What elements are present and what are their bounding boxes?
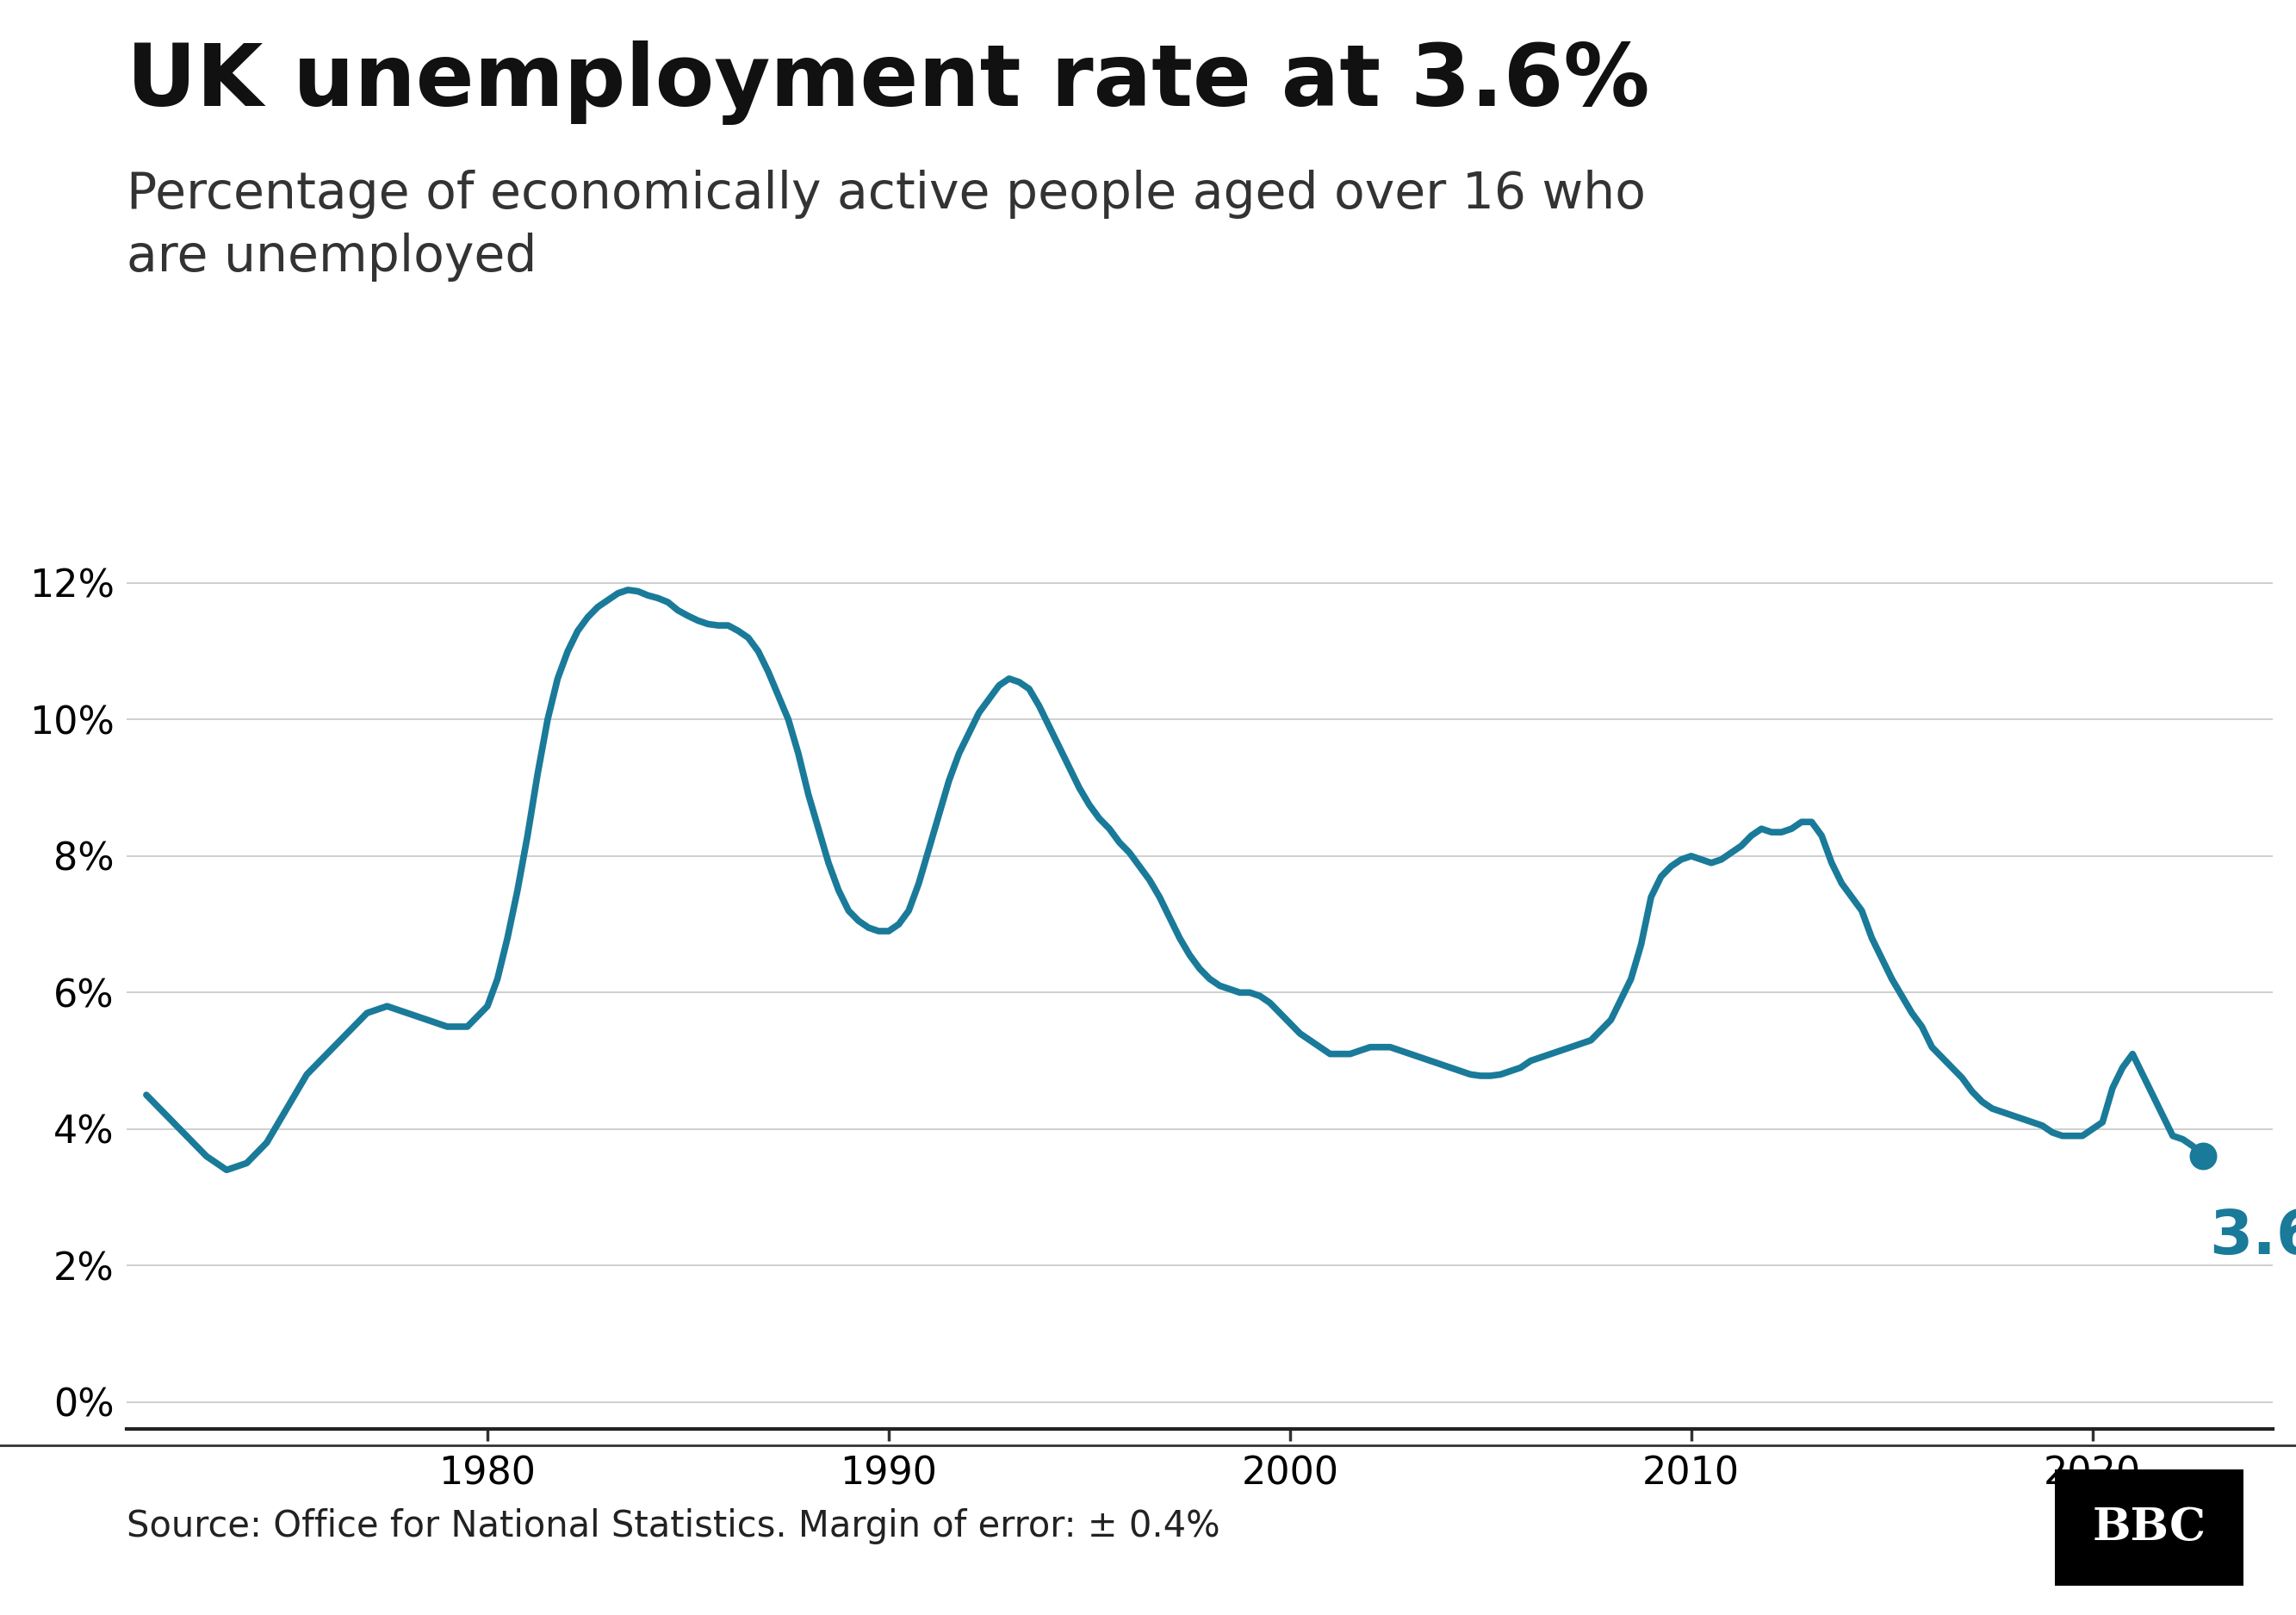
Text: Source: Office for National Statistics. Margin of error: ± 0.4%: Source: Office for National Statistics. … xyxy=(126,1508,1219,1544)
Text: UK unemployment rate at 3.6%: UK unemployment rate at 3.6% xyxy=(126,40,1649,124)
Text: BBC: BBC xyxy=(2092,1505,2206,1550)
Text: Percentage of economically active people aged over 16 who
are unemployed: Percentage of economically active people… xyxy=(126,170,1646,281)
Text: 3.6%: 3.6% xyxy=(2209,1208,2296,1266)
